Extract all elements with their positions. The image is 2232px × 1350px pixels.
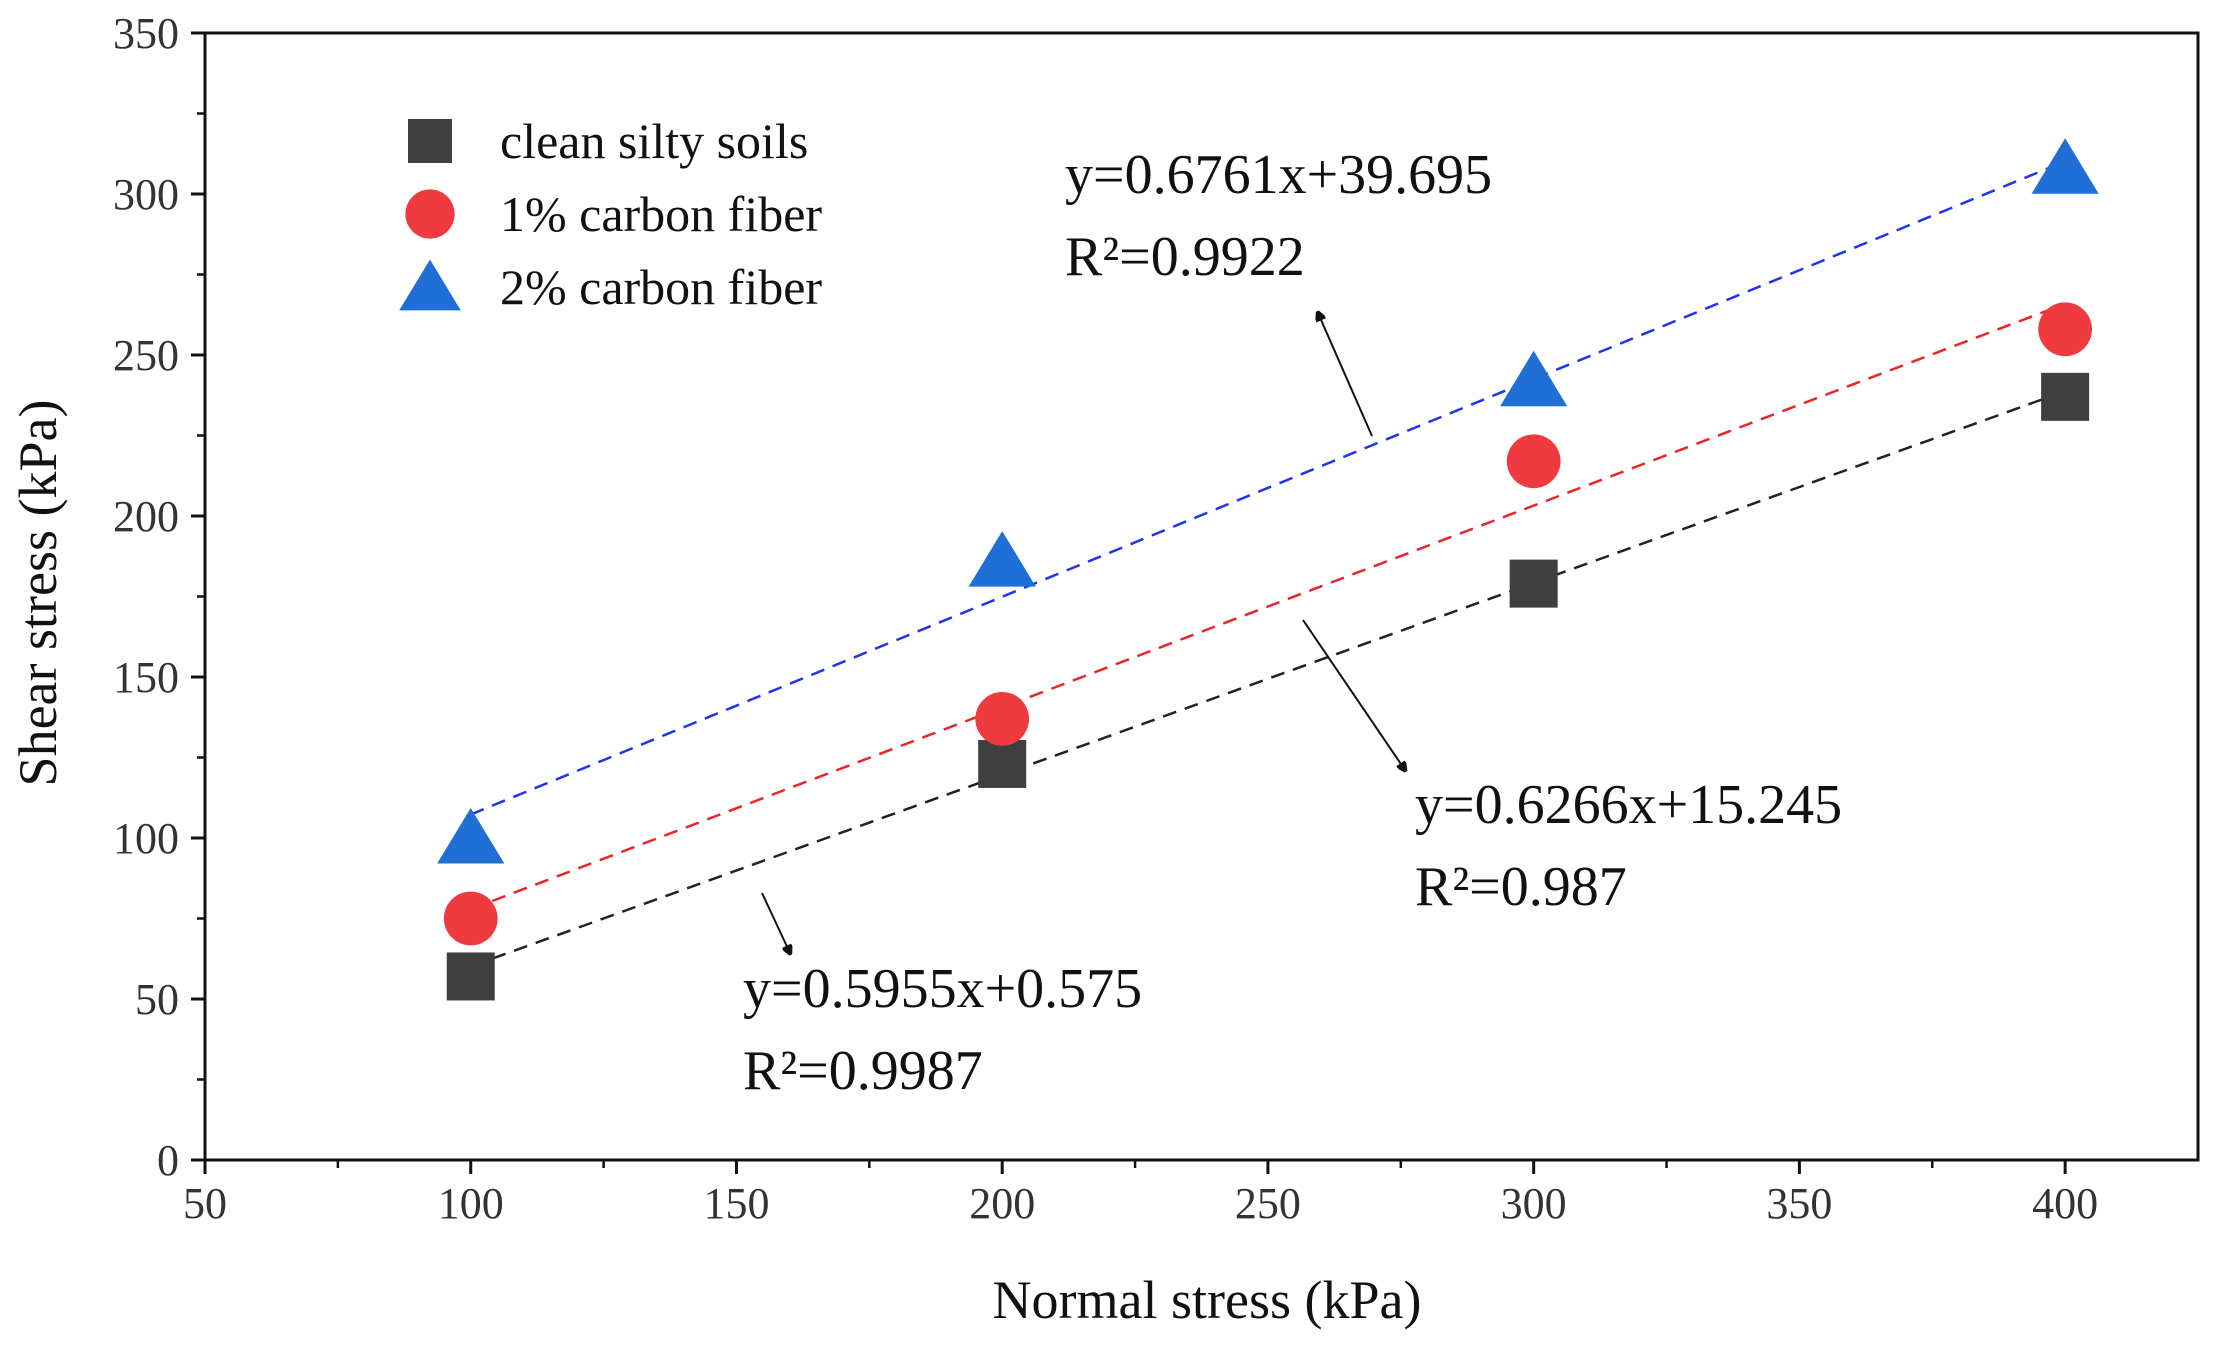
marker-series-1-point-1 [975,691,1030,746]
marker-series-2-point-0 [437,808,505,864]
arrow-2pct [1318,313,1373,437]
marker-series-2-point-1 [968,531,1036,587]
x-tick-label-150: 150 [703,1179,769,1228]
eq-2pct-r2: R²=0.9922 [1065,226,1305,288]
marker-series-2-point-3 [2031,138,2099,194]
fit-line-series-1 [470,302,2066,911]
data-markers [437,138,2099,1001]
marker-series-0-point-3 [2041,372,2090,421]
legend-marker-0 [408,119,452,163]
y-tick-label-0: 0 [157,1136,179,1185]
eq-1pct-r2: R²=0.987 [1415,856,1627,918]
eq-1pct-equation: y=0.6266x+15.245 [1415,774,1842,836]
fit-line-series-2 [470,160,2066,816]
eq-2pct-equation: y=0.6761x+39.695 [1065,144,1492,206]
legend-label-2: 2% carbon fiber [500,259,822,315]
fit-lines [470,160,2066,968]
equation-annotations: y=0.6761x+39.695 R²=0.9922 y=0.6266x+15.… [743,144,1842,1102]
x-tick-label-300: 300 [1501,1179,1567,1228]
y-axis-title: Shear stress (kPa) [8,400,68,787]
legend-marker-2 [399,259,461,311]
x-tick-label-400: 400 [2032,1179,2098,1228]
y-tick-label-250: 250 [113,331,179,380]
marker-series-1-point-3 [2038,302,2093,357]
marker-series-1-point-2 [1506,434,1561,489]
y-tick-label-350: 350 [113,9,179,58]
x-tick-label-100: 100 [438,1179,504,1228]
legend-label-0: clean silty soils [500,113,808,169]
x-axis-title: Normal stress (kPa) [993,1270,1422,1330]
axis-ticks [191,31,2067,1174]
y-tick-label-100: 100 [113,814,179,863]
marker-series-0-point-2 [1509,559,1558,608]
tick-labels: 50 100 150 200 250 300 350 40005010015020025030… [113,9,2098,1228]
annotation-arrows [761,313,1405,953]
marker-series-2-point-2 [1500,350,1568,407]
marker-series-0-point-1 [978,739,1027,788]
fit-line-series-0 [470,389,2066,968]
legend-label-1: 1% carbon fiber [500,186,822,242]
x-tick-label-200: 200 [969,1179,1035,1228]
y-tick-label-50: 50 [135,975,179,1024]
x-tick-label-350: 350 [1766,1179,1832,1228]
marker-series-0-point-0 [446,952,495,1001]
marker-series-1-point-0 [443,891,498,946]
x-tick-label-250: 250 [1235,1179,1301,1228]
y-tick-label-150: 150 [113,653,179,702]
legend-marker-1 [405,189,455,239]
y-tick-label-300: 300 [113,170,179,219]
arrow-1pct [1302,619,1405,770]
y-tick-label-200: 200 [113,492,179,541]
x-tick-label-50: 50 [183,1179,227,1228]
eq-clean-r2: R²=0.9987 [743,1040,983,1102]
legend: clean silty soils 1% carbon fiber 2% carbo… [399,113,822,315]
arrow-clean [761,892,790,953]
eq-clean-equation: y=0.5955x+0.575 [743,958,1142,1020]
